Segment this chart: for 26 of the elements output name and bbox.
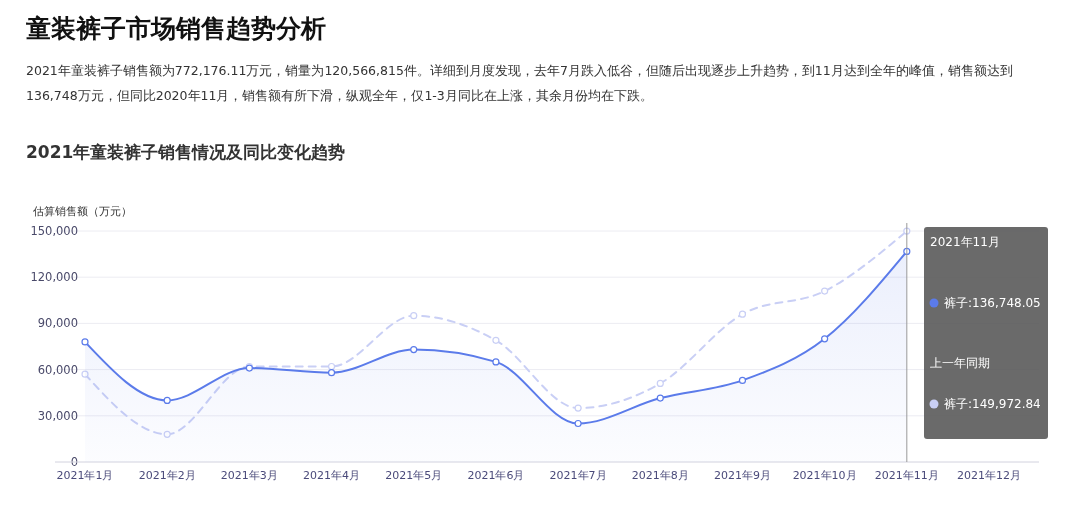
annotation: 2021年11月 bbox=[930, 235, 1000, 249]
x-tick-label: 2021年1月 bbox=[56, 469, 114, 482]
annotation: 上一年同期 bbox=[930, 356, 990, 370]
x-tick-label: 2021年4月 bbox=[303, 469, 361, 482]
y-axis-title: 估算销售额（万元） bbox=[33, 205, 132, 218]
y-tick-label: 120,000 bbox=[30, 270, 78, 285]
y-tick-label: 0 bbox=[70, 455, 78, 470]
x-tick-label: 2021年3月 bbox=[220, 469, 278, 482]
annotation: 裤子:149,972.84 bbox=[944, 397, 1041, 411]
y-tick-label: 60,000 bbox=[37, 362, 78, 377]
x-tick-label: 2021年12月 bbox=[957, 469, 1021, 482]
chart-title: 童装裤子市场销售趋势分析 bbox=[25, 14, 326, 43]
annotation: 裤子:136,748.05 bbox=[944, 296, 1041, 310]
x-tick-label: 2021年7月 bbox=[549, 469, 607, 482]
x-tick-label: 2021年8月 bbox=[631, 469, 689, 482]
y-tick-label: 150,000 bbox=[30, 224, 78, 239]
x-tick-label: 2021年9月 bbox=[713, 469, 771, 482]
y-tick-label: 30,000 bbox=[37, 408, 78, 423]
x-tick-label: 2021年2月 bbox=[138, 469, 196, 482]
x-tick-label: 2021年10月 bbox=[792, 469, 857, 482]
text: 2021年童装裤子销售情况及同比变化趋势 bbox=[26, 142, 346, 162]
chart-subtitle: 2021年童装裤子销售额为772,176.11万元，销量为120,566,815件。详细到月度发现，去年7月跌入低谷，但随后出现逐步上升趋势，到11月达到全年的峰值，销售额达到136,748万元，但同比2020年11月，销售额有所下滑，纵观全年，仅1-3月同比在上涨，其余月份均在下跌。 bbox=[26, 62, 1014, 105]
x-tick-label: 2021年5月 bbox=[385, 469, 443, 482]
x-tick-label: 2021年6月 bbox=[467, 469, 525, 482]
y-tick-label: 90,000 bbox=[37, 316, 78, 331]
x-tick-label: 2021年11月 bbox=[874, 469, 939, 482]
